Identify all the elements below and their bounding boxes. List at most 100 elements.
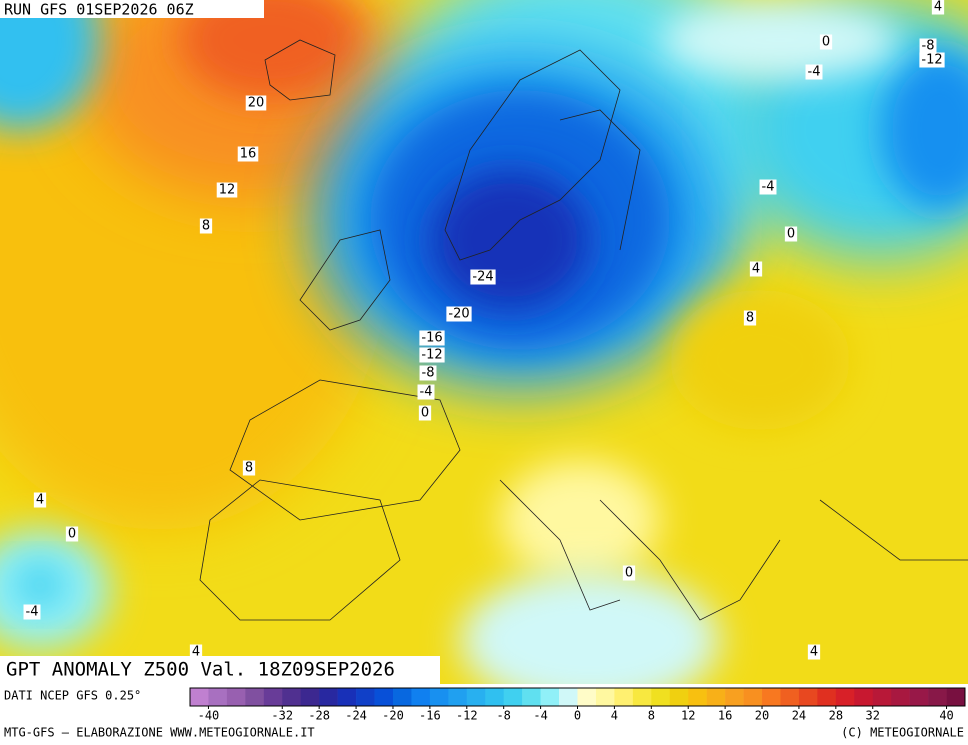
- colorbar-tick-label: -4: [533, 709, 547, 723]
- contour-label: 8: [245, 461, 253, 476]
- contour-label-bg: [199, 218, 213, 234]
- colorbar-swatch: [706, 688, 726, 706]
- colorbar-swatch: [891, 688, 910, 706]
- run-box: [0, 0, 264, 18]
- colorbar-tick-label: 12: [681, 709, 695, 723]
- contour-label: 8: [746, 311, 754, 326]
- contour-label: 0: [822, 35, 830, 50]
- colorbar-swatch: [651, 688, 671, 706]
- coastlines: [199, 39, 968, 621]
- contour-label: 4: [810, 645, 818, 660]
- colorbar-swatch: [798, 688, 818, 706]
- contour-label: -24: [472, 270, 493, 285]
- colorbar-swatch: [743, 688, 763, 706]
- contour-label: -4: [762, 180, 775, 195]
- contour-label-bg: [446, 306, 472, 322]
- colorbar-tick-label: -32: [271, 709, 293, 723]
- colorbar-swatch: [540, 688, 560, 706]
- source-label: DATI NCEP GFS 0.25°: [4, 689, 141, 703]
- contour-label-bg: [784, 226, 798, 242]
- colorbar-swatch: [411, 688, 431, 706]
- colorbar-tick-label: -12: [456, 709, 478, 723]
- contour-label-bg: [189, 644, 203, 660]
- colorbar-swatch: [282, 688, 302, 706]
- colorbar-tick-label: 8: [648, 709, 655, 723]
- contour-label: -4: [26, 605, 39, 620]
- colorbar-swatch: [725, 688, 744, 706]
- contour-label-bg: [418, 405, 432, 421]
- contour-label: 8: [202, 219, 210, 234]
- contour-label-bg: [931, 0, 945, 15]
- colorbar-swatch: [466, 688, 486, 706]
- footer-left: MTG-GFS — ELABORAZIONE WWW.METEOGIORNALE…: [4, 726, 315, 740]
- title-box: [0, 656, 440, 684]
- colorbar-swatch: [595, 688, 615, 706]
- colorbar-tick-label: 20: [755, 709, 769, 723]
- contour-label-bg: [805, 64, 823, 80]
- colorbar-swatch: [522, 688, 541, 706]
- contour-label-bg: [33, 492, 47, 508]
- colorbar-tick-label: 16: [718, 709, 732, 723]
- contour-label-bg: [819, 34, 833, 50]
- contour-label-bg: [919, 52, 945, 68]
- colorbar-swatch: [448, 688, 468, 706]
- colorbar-swatch: [245, 688, 265, 706]
- colorbar-tick-label: -16: [419, 709, 441, 723]
- contour-label-bg: [759, 179, 777, 195]
- colorbar-tick-label: 28: [829, 709, 843, 723]
- colorbar-tick-label: 40: [939, 709, 953, 723]
- colorbar-swatch: [263, 688, 283, 706]
- contour-label: 4: [36, 493, 44, 508]
- colorbar-swatch: [669, 688, 689, 706]
- colorbar-swatch: [208, 688, 228, 706]
- contour-label-bg: [65, 526, 79, 542]
- contour-label-bg: [245, 95, 267, 111]
- contour-label: 4: [752, 262, 760, 277]
- contour-label-bg: [419, 347, 445, 363]
- contour-label-bg: [242, 460, 256, 476]
- contour-label: 12: [219, 183, 236, 198]
- contour-label: -4: [420, 385, 433, 400]
- colorbar-tick-label: -28: [308, 709, 330, 723]
- contour-label: -20: [448, 307, 469, 322]
- contour-label-bg: [23, 604, 41, 620]
- colorbar-swatch: [392, 688, 412, 706]
- colorbar-swatch: [688, 688, 707, 706]
- contour-label: -8: [922, 39, 935, 54]
- contour-label-bg: [807, 644, 821, 660]
- colorbar-swatch: [503, 688, 523, 706]
- contour-label-bg: [919, 38, 937, 54]
- colorbar-tick-label: -40: [198, 709, 220, 723]
- contour-label: 0: [625, 566, 633, 581]
- contour-label: -16: [421, 331, 442, 346]
- colorbar-swatch: [374, 688, 394, 706]
- colorbar-swatch: [577, 688, 597, 706]
- contour-label-bg: [749, 261, 763, 277]
- contour-label: -12: [921, 53, 942, 68]
- colorbar-swatch: [356, 688, 375, 706]
- colorbar-swatch: [226, 688, 246, 706]
- colorbar-swatch: [854, 688, 874, 706]
- footer-right: (C) METEOGIORNALE: [841, 726, 964, 740]
- contour-label: -12: [421, 348, 442, 363]
- contour-label: 0: [787, 227, 795, 242]
- colorbar-swatch: [909, 688, 929, 706]
- contour-label: 0: [421, 406, 429, 421]
- colorbar-swatch: [762, 688, 781, 706]
- contour-label: 4: [934, 0, 942, 15]
- contour-label: -8: [422, 366, 435, 381]
- contour-label-bg: [470, 269, 496, 285]
- map-title: GPT ANOMALY Z500 Val. 18Z09SEP2026: [6, 659, 395, 681]
- contour-label-bg: [419, 365, 437, 381]
- contour-label: 20: [248, 96, 265, 111]
- contour-label: 0: [68, 527, 76, 542]
- colorbar-swatch: [190, 688, 209, 706]
- colorbar-swatch: [337, 688, 357, 706]
- colorbar-tick-label: 0: [574, 709, 581, 723]
- contour-label: -4: [808, 65, 821, 80]
- colorbar-swatch: [300, 688, 320, 706]
- run-label: RUN GFS 01SEP2026 06Z: [4, 1, 194, 19]
- colorbar-tick-label: -24: [345, 709, 367, 723]
- anomaly-map: [0, 0, 968, 684]
